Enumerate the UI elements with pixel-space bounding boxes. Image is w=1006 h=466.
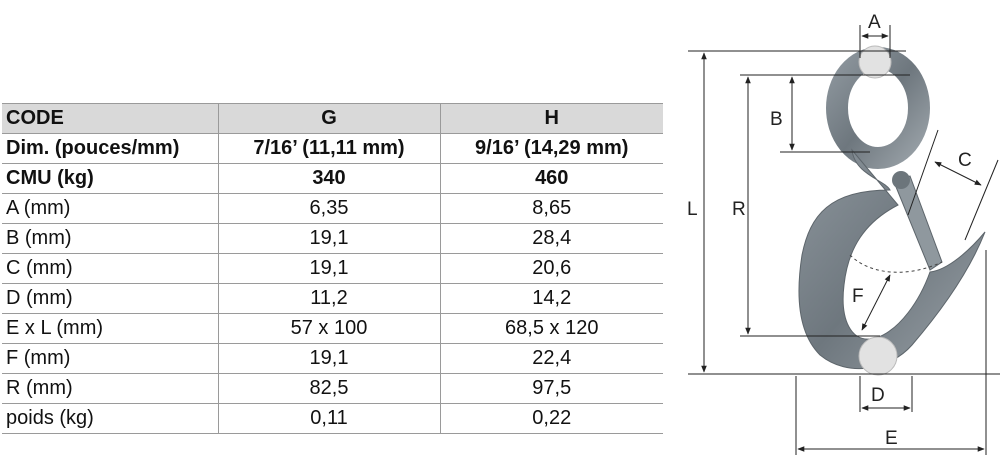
label-f: F [852,286,864,307]
row-label: B (mm) [2,223,219,254]
row-label: Dim. (pouces/mm) [2,133,219,164]
table-row: poids (kg) 0,11 0,22 [2,403,663,434]
table-row: CMU (kg) 340 460 [2,163,663,194]
value-h: 97,5 [440,373,663,404]
dimension-labels: A B C D E F L R [687,12,972,449]
row-label: E x L (mm) [2,313,219,344]
row-label: CMU (kg) [2,163,219,194]
label-e: E [885,428,898,449]
label-d: D [871,385,885,406]
value-h: 20,6 [440,253,663,284]
value-g: 19,1 [218,253,441,284]
label-b: B [770,109,783,130]
value-h: 14,2 [440,283,663,314]
row-label: F (mm) [2,343,219,374]
header-h: H [440,103,663,134]
row-label: D (mm) [2,283,219,314]
dimension-lines [688,25,1000,455]
row-label: C (mm) [2,253,219,284]
label-c: C [958,150,972,171]
value-g: 6,35 [218,193,441,224]
value-h: 9/16’ (14,29 mm) [440,133,663,164]
row-label: A (mm) [2,193,219,224]
header-code: CODE [2,103,219,134]
table-header-row: CODE G H [2,103,663,134]
table-row: F (mm) 19,1 22,4 [2,343,663,374]
table-row: E x L (mm) 57 x 100 68,5 x 120 [2,313,663,344]
value-g: 19,1 [218,223,441,254]
header-g: G [218,103,441,134]
hook-diagram: A B C D E F L R [687,12,1000,455]
value-h: 0,22 [440,403,663,434]
label-r: R [732,199,746,220]
label-a: A [868,12,881,33]
table-row: A (mm) 6,35 8,65 [2,193,663,224]
row-label: R (mm) [2,373,219,404]
value-h: 8,65 [440,193,663,224]
value-h: 22,4 [440,343,663,374]
snap-hook-illustration [798,45,986,376]
value-g: 57 x 100 [218,313,441,344]
value-h: 28,4 [440,223,663,254]
specification-table: CODE G H Dim. (pouces/mm) 7/16’ (11,11 mm… [2,103,663,434]
table-row: Dim. (pouces/mm) 7/16’ (11,11 mm) 9/16’ (1… [2,133,663,164]
table-row: C (mm) 19,1 20,6 [2,253,663,284]
value-g: 7/16’ (11,11 mm) [218,133,441,164]
table-row: R (mm) 82,5 97,5 [2,373,663,404]
table-row: D (mm) 11,2 14,2 [2,283,663,314]
value-g: 11,2 [218,283,441,314]
value-g: 340 [218,163,441,194]
row-label: poids (kg) [2,403,219,434]
value-h: 68,5 x 120 [440,313,663,344]
label-l: L [687,199,698,220]
value-g: 19,1 [218,343,441,374]
value-h: 460 [440,163,663,194]
table-row: B (mm) 19,1 28,4 [2,223,663,254]
value-g: 82,5 [218,373,441,404]
value-g: 0,11 [218,403,441,434]
